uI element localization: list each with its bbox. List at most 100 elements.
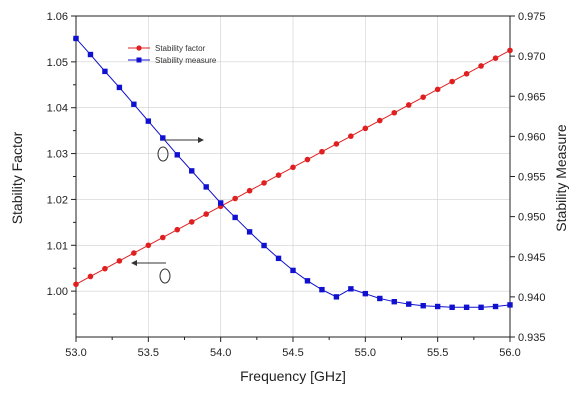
data-point [478,63,484,69]
x-tick-label: 55.0 [355,347,376,359]
data-point [145,118,152,124]
data-point [449,78,455,85]
legend-entry-stability-factor: Stability factor [128,44,206,53]
data-point [188,219,195,225]
data-point [290,164,296,171]
data-point [319,148,325,155]
legend-label-stability-measure: Stability measure [155,56,217,65]
data-point [203,184,209,190]
data-point [189,168,195,174]
data-point [116,258,123,264]
data-point [87,51,94,58]
y-right-axis-title: Stability Measure [553,124,569,232]
legend: Stability factor Stability measure [128,44,217,65]
data-point [73,35,79,42]
data-point [102,68,108,75]
data-point [246,187,253,194]
x-tick-label: 56.0 [499,347,520,359]
x-tick-label: 53.0 [65,347,86,359]
y-right-tick-label: 0.970 [518,51,546,63]
annotation-left-arrow [131,260,171,284]
y-left-tick-label: 1.01 [47,240,68,252]
axis-ticks [71,15,515,342]
data-point [507,47,513,54]
y-right-tick-labels: 0.935 0.940 0.945 0.950 0.955 0.960 0.965 0.970… [518,11,546,344]
y-right-tick-label: 0.935 [518,332,546,344]
y-left-axis-title: Stability Factor [9,131,25,224]
data-point [391,298,397,305]
data-point [333,141,340,147]
y-left-tick-label: 1.04 [47,103,68,115]
data-point [261,180,267,186]
data-point [434,86,441,93]
data-point [131,101,137,107]
data-point [492,55,499,61]
grid-lines [76,15,510,337]
data-point [246,229,253,235]
data-point [507,302,513,308]
x-axis-title: Frequency [GHz] [240,368,346,384]
data-point [290,267,296,274]
y-left-tick-label: 1.06 [47,11,68,23]
data-point [217,200,224,206]
data-point [478,304,484,311]
data-point [333,294,340,300]
y-right-tick-label: 0.940 [518,292,546,304]
y-left-tick-label: 1.00 [47,286,68,298]
x-tick-label: 53.5 [138,347,159,359]
data-point [275,172,282,178]
y-left-tick-label: 1.02 [47,194,68,206]
x-tick-label: 54.0 [210,347,231,359]
data-point [420,94,427,100]
data-point [348,133,354,139]
data-point [406,301,412,307]
y-right-tick-label: 0.955 [518,172,546,184]
series-stability-measure [73,35,513,311]
y-right-tick-label: 0.960 [518,131,546,143]
data-point [434,303,441,310]
data-point [362,125,369,132]
data-point [319,286,325,293]
y-right-tick-label: 0.950 [518,212,546,224]
series-stability-factor [73,47,513,288]
data-point [145,242,152,249]
data-point [261,242,267,249]
data-point [463,70,470,77]
y-right-tick-label: 0.975 [518,11,546,23]
data-point [232,195,238,202]
data-point [102,265,108,272]
y-left-tick-labels: 1.00 1.01 1.02 1.03 1.04 1.05 1.06 [47,11,68,298]
data-point [174,152,180,158]
y-left-tick-label: 1.03 [47,149,68,161]
x-tick-labels: 53.0 53.5 54.0 54.5 55.0 55.5 56.0 [65,347,520,359]
data-point [377,295,383,302]
annotation-right-arrow [157,137,204,162]
data-point [232,214,238,221]
data-point [463,304,470,311]
data-point [73,281,79,288]
data-point [116,84,123,91]
legend-label-stability-factor: Stability factor [155,44,206,53]
data-point [420,303,426,309]
data-point [131,250,137,256]
data-point [304,278,311,284]
y-right-tick-label: 0.945 [518,252,546,264]
data-point [304,156,311,163]
data-point [362,290,369,297]
y-right-tick-label: 0.965 [518,91,546,103]
data-point [203,211,209,217]
data-point [174,226,181,233]
data-point [405,102,412,108]
data-point [449,304,455,311]
y-left-tick-label: 1.05 [47,57,68,69]
data-point [377,117,383,124]
data-point [391,109,398,116]
data-point [87,273,94,280]
series-layer [73,35,513,311]
data-point [348,286,354,292]
x-tick-label: 55.5 [427,347,448,359]
data-point [160,135,166,141]
data-point [160,234,166,241]
data-point [492,303,499,310]
